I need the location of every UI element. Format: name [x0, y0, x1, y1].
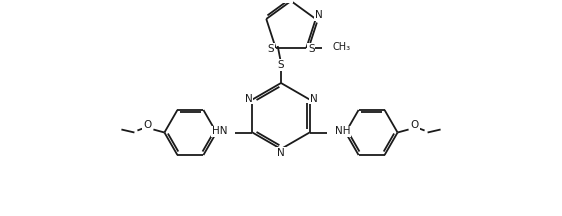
Text: N: N [284, 0, 292, 2]
Text: O: O [410, 121, 419, 130]
Text: N: N [277, 148, 285, 158]
Text: S: S [308, 44, 315, 54]
Text: N: N [244, 94, 252, 103]
Text: O: O [143, 121, 152, 130]
Text: NH: NH [334, 127, 350, 137]
Text: N: N [315, 10, 323, 20]
Text: S: S [278, 60, 284, 70]
Text: S: S [268, 44, 274, 54]
Text: N: N [310, 94, 318, 103]
Text: HN: HN [212, 127, 228, 137]
Text: CH₃: CH₃ [332, 42, 351, 52]
